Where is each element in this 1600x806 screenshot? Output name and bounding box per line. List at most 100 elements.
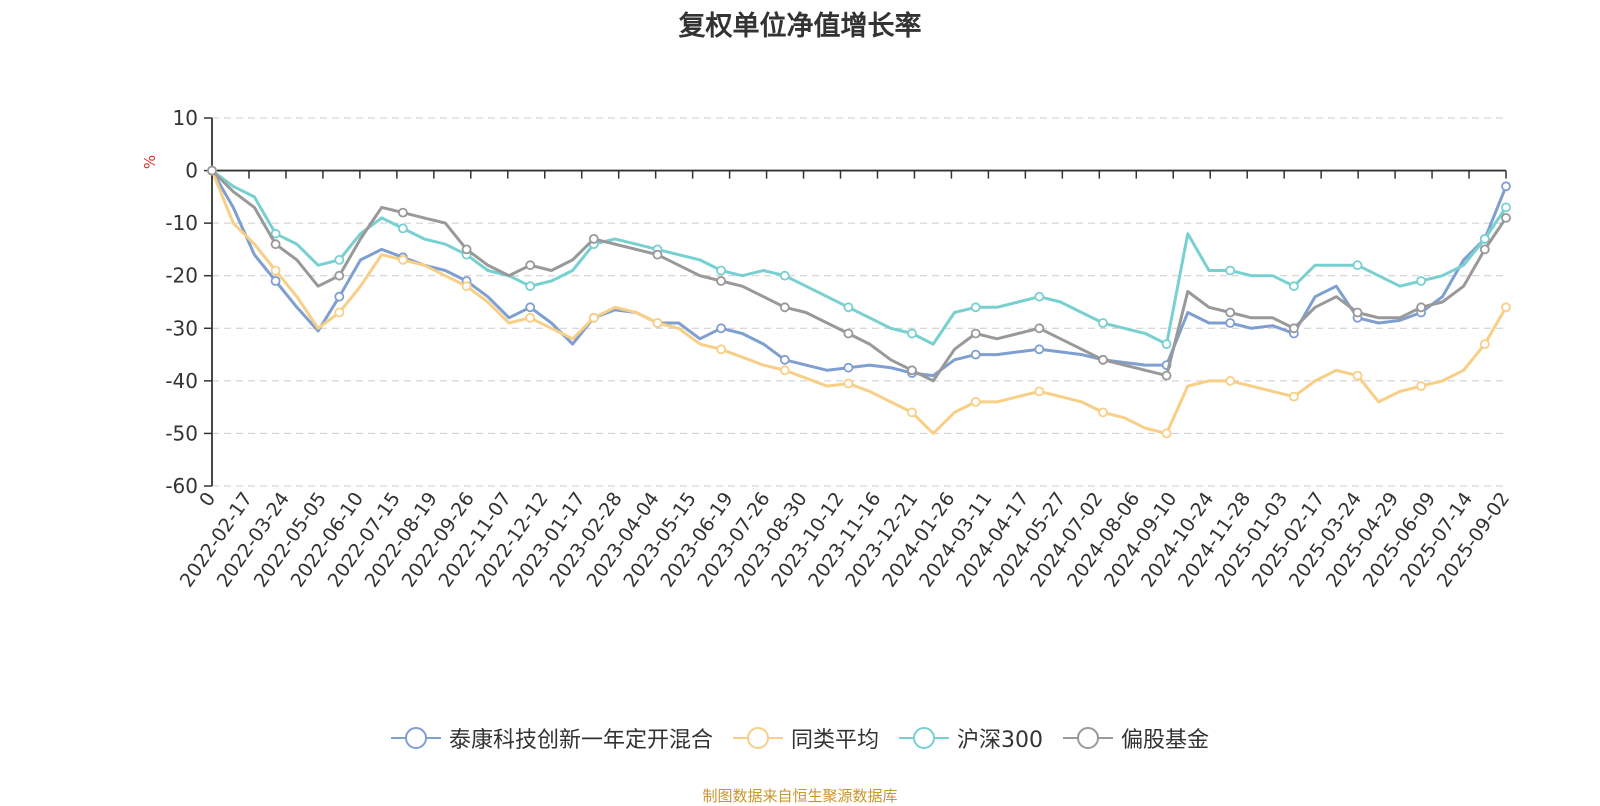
data-point: [1416, 381, 1426, 392]
series-3: [207, 165, 1511, 383]
legend-label: 偏股基金: [1121, 728, 1210, 753]
data-point: [716, 276, 726, 286]
data-point: [1225, 375, 1236, 386]
x-tick-label: 0: [195, 488, 220, 511]
data-point: [334, 307, 345, 318]
y-tick-label: 10: [173, 106, 198, 130]
y-tick-label: -40: [165, 369, 198, 393]
data-point: [652, 249, 663, 260]
y-tick-label: 0: [185, 159, 198, 183]
data-point: [1479, 339, 1490, 350]
legend-item-3[interactable]: 偏股基金: [1063, 722, 1209, 754]
data-point: [1034, 323, 1045, 334]
legend-item-0[interactable]: 泰康科技创新一年定开混合: [390, 722, 713, 754]
data-point: [970, 396, 981, 407]
data-point: [716, 344, 726, 355]
data-point: [1098, 318, 1108, 328]
data-point: [525, 281, 536, 292]
data-point: [1034, 291, 1045, 302]
data-point: [1479, 233, 1490, 244]
series-line: [210, 169, 1508, 378]
data-point: [970, 328, 981, 339]
data-point: [397, 254, 408, 265]
data-point: [1225, 307, 1236, 318]
data-point: [1479, 244, 1490, 255]
data-point: [843, 302, 854, 313]
data-point: [1161, 339, 1172, 350]
data-point: [779, 365, 790, 376]
data-point: [270, 239, 281, 250]
data-point: [843, 362, 854, 373]
data-point: [1416, 302, 1426, 313]
data-point: [1225, 265, 1236, 276]
legend-marker-icon: [899, 727, 949, 749]
series-1: [207, 165, 1511, 439]
y-tick-label: -30: [165, 316, 198, 340]
data-point: [1098, 354, 1108, 365]
legend-marker-icon: [1063, 727, 1113, 749]
data-point: [1352, 260, 1363, 271]
legend-item-2[interactable]: 沪深300: [899, 722, 1043, 754]
data-point: [1416, 276, 1426, 286]
data-point: [1034, 344, 1045, 355]
data-point: [1352, 307, 1363, 318]
data-point: [716, 265, 726, 276]
data-point: [1161, 370, 1172, 381]
data-point: [1161, 428, 1172, 439]
series-layer: [207, 165, 1511, 439]
data-point: [779, 302, 790, 313]
data-point: [588, 312, 599, 323]
data-point: [334, 291, 345, 302]
y-tick-label: -10: [165, 211, 198, 235]
data-point: [1098, 407, 1108, 418]
data-point: [525, 302, 536, 313]
data-point: [1501, 302, 1511, 313]
data-point: [843, 328, 854, 339]
data-point: [1289, 281, 1299, 292]
data-point: [1034, 386, 1045, 397]
legend-label: 同类平均: [790, 728, 879, 753]
data-point: [1289, 323, 1299, 334]
data-point: [1501, 212, 1511, 223]
legend-label: 沪深300: [957, 728, 1043, 753]
data-point: [525, 260, 536, 271]
data-point: [397, 207, 408, 218]
data-point: [270, 276, 281, 286]
data-point: [779, 270, 790, 281]
data-point: [270, 265, 281, 276]
data-point: [1501, 202, 1511, 213]
data-point: [334, 254, 345, 265]
y-axis-unit-label: %: [141, 155, 159, 169]
legend-marker-icon: [732, 727, 783, 749]
data-point: [970, 302, 981, 313]
data-point: [1501, 181, 1511, 192]
y-tick-label: -60: [165, 474, 198, 498]
data-point: [907, 365, 917, 376]
data-point: [779, 354, 790, 365]
data-point: [1289, 391, 1299, 402]
chart-title: 复权单位净值增长率: [678, 11, 922, 42]
data-point: [1352, 370, 1363, 381]
data-point: [907, 328, 917, 339]
y-tick-label: -50: [165, 421, 198, 445]
data-point: [525, 312, 536, 323]
data-point: [461, 244, 472, 255]
series-0: [207, 165, 1511, 378]
data-point: [652, 318, 663, 328]
data-point: [207, 165, 217, 176]
data-point: [907, 407, 917, 418]
data-point: [716, 323, 726, 334]
data-point: [461, 281, 472, 292]
data-point: [970, 349, 981, 360]
data-point: [270, 228, 281, 239]
y-tick-label: -20: [165, 264, 198, 288]
axis-layer: 100-10-20-30-40-50-6002022-02-172022-03-…: [165, 106, 1514, 591]
legend-marker-icon: [390, 727, 441, 749]
data-point: [397, 223, 408, 234]
legend: 泰康科技创新一年定开混合 同类平均 沪深300 偏股基金: [0, 722, 1600, 754]
data-point: [1225, 318, 1236, 328]
legend-item-1[interactable]: 同类平均: [732, 722, 879, 754]
data-point: [334, 270, 345, 281]
source-note: 制图数据来自恒生聚源数据库: [702, 787, 898, 805]
